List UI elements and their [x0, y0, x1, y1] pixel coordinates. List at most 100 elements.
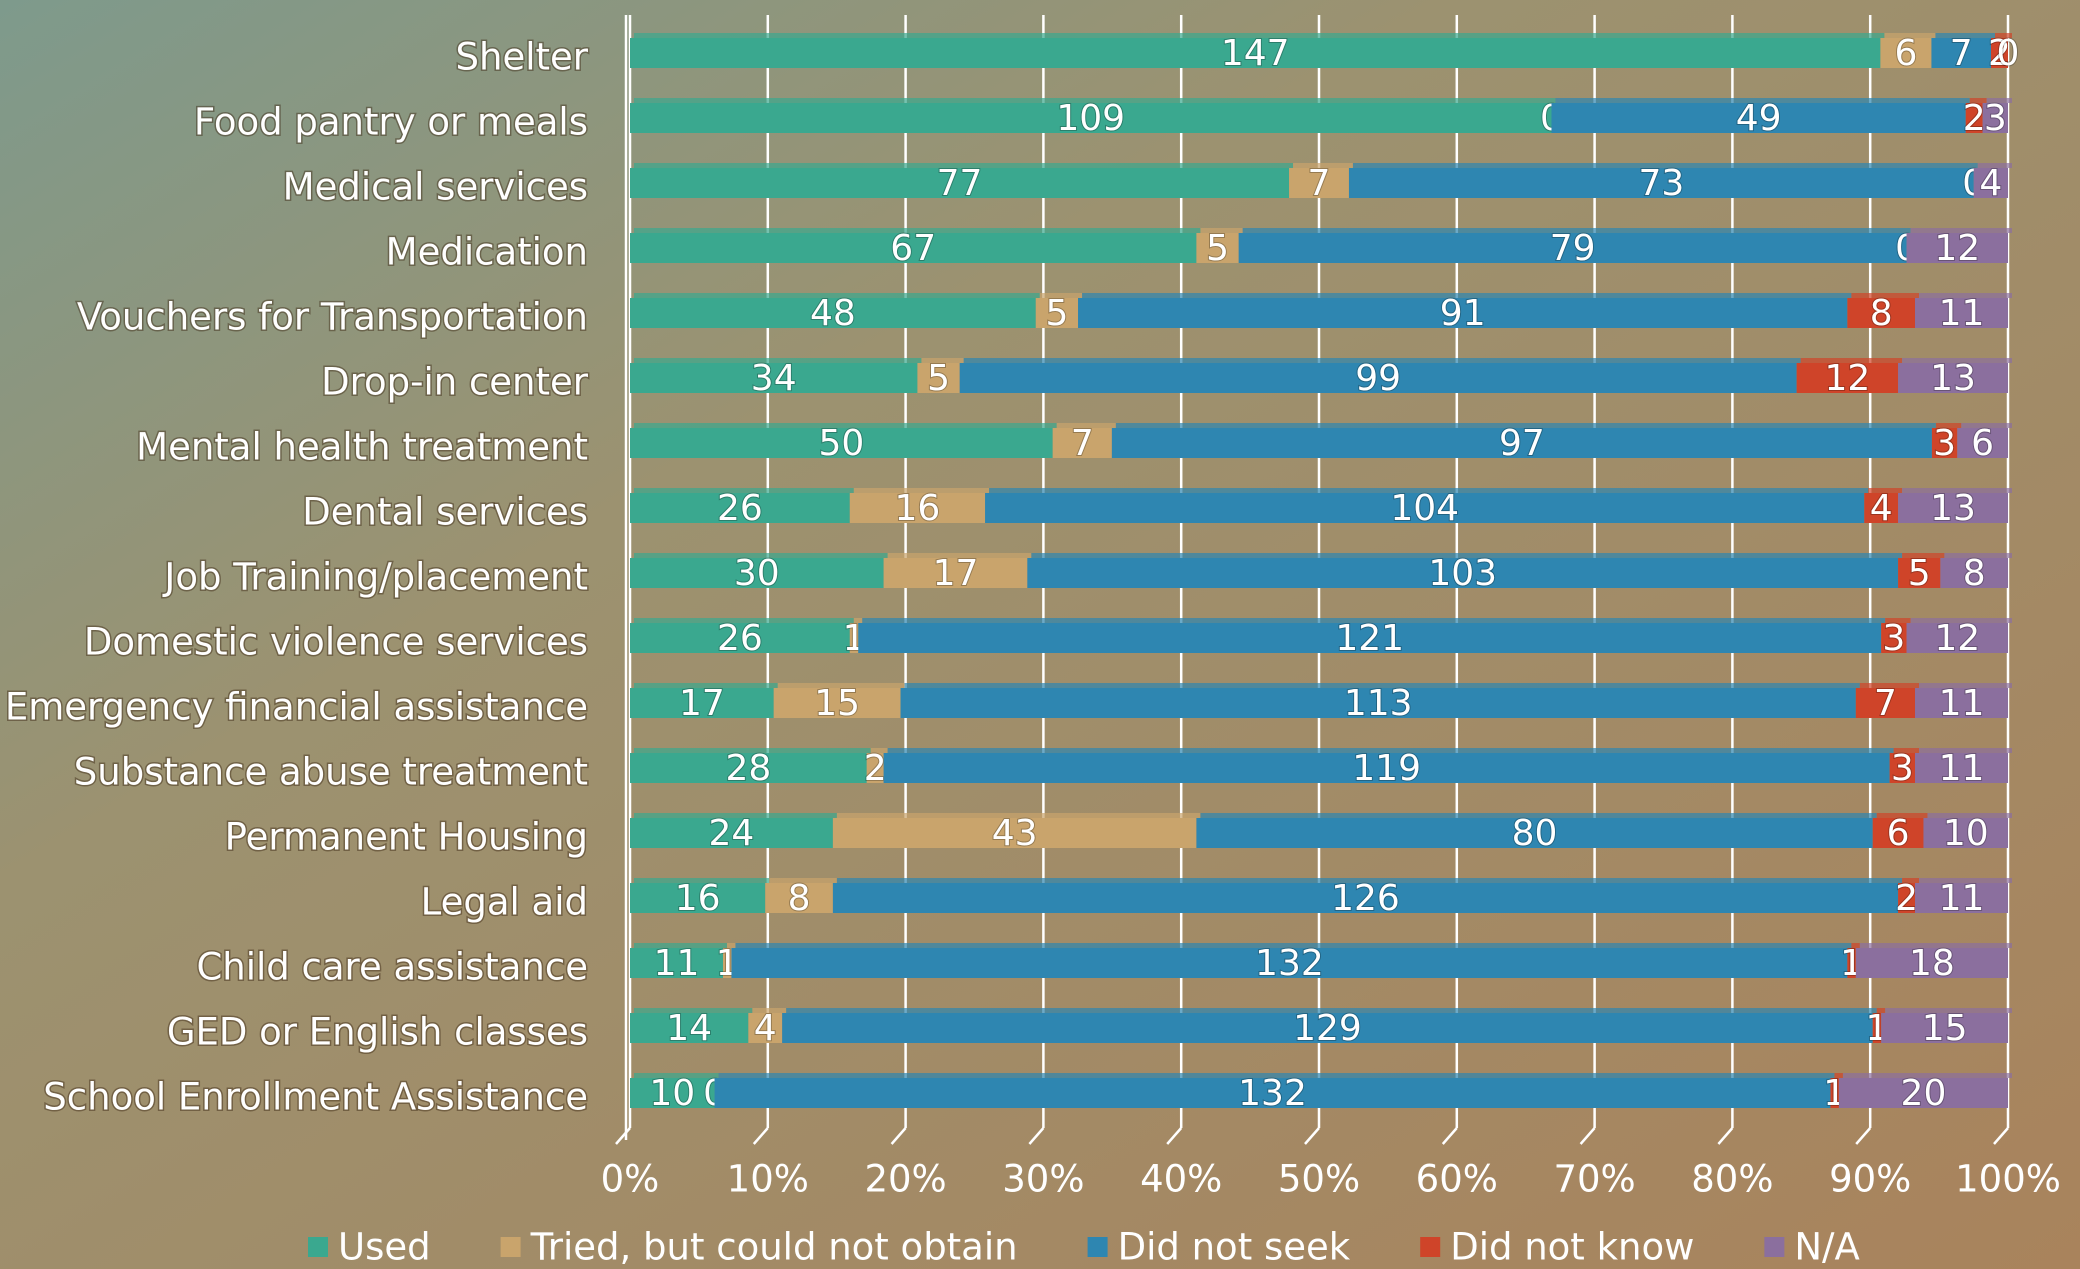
- data-label: 5: [1206, 228, 1229, 269]
- bar-segment: [1931, 38, 1991, 68]
- bar-segment: [630, 363, 918, 393]
- bar-top: [1842, 1073, 2012, 1078]
- category-label: Job Training/placement: [162, 556, 588, 599]
- bar-segment: [1906, 623, 2008, 653]
- data-label: 11: [1939, 748, 1985, 789]
- bar-top: [887, 553, 1032, 558]
- data-label: 12: [1934, 228, 1980, 269]
- tick-mark: [615, 1127, 631, 1145]
- bar-segment: [1855, 948, 2008, 978]
- bar-segment: [630, 1078, 715, 1108]
- data-label: 5: [927, 358, 950, 399]
- bar-top: [1555, 98, 1970, 103]
- bar-segment: [731, 948, 1848, 978]
- bar-top: [1039, 293, 1083, 298]
- bar-segment: [1864, 493, 1899, 523]
- bar-segment: [1289, 168, 1349, 198]
- bar-segment: [1027, 558, 1899, 588]
- data-label: 77: [937, 163, 983, 204]
- tick-mark: [890, 1127, 907, 1145]
- x-tick-label: 80%: [1691, 1158, 1773, 1201]
- data-label: 18: [1909, 943, 1955, 984]
- bar-segment: [1035, 298, 1079, 328]
- bar-segment: [630, 298, 1036, 328]
- legend-label: Did not seek: [1118, 1226, 1351, 1269]
- bar-top: [870, 748, 888, 753]
- bar-segment: [773, 688, 901, 718]
- bar-segment: [630, 428, 1053, 458]
- legend-swatch: [1420, 1237, 1441, 1257]
- category-label: Child care assistance: [196, 946, 588, 989]
- bar-segment: [1940, 558, 2008, 588]
- category-label: Mental health treatment: [136, 426, 588, 469]
- bar-top: [634, 33, 1885, 38]
- data-label: 4: [1979, 163, 2002, 204]
- category-label: Shelter: [456, 36, 589, 79]
- data-label: 6: [1971, 423, 1994, 464]
- bar-top: [1919, 293, 2012, 298]
- bar-top: [1851, 943, 1860, 948]
- bar-top: [1884, 33, 1936, 38]
- bar-segment: [1990, 38, 2008, 68]
- x-tick-label: 100%: [1955, 1158, 2061, 1201]
- bar-top: [1893, 748, 1920, 753]
- bar-top: [1927, 813, 2012, 818]
- bar-segment: [832, 818, 1197, 848]
- bar-segment: [1915, 298, 2008, 328]
- bar-segment: [832, 883, 1899, 913]
- bar-segment: [883, 753, 1890, 783]
- bar-top: [1200, 228, 1243, 233]
- data-label: 109: [1056, 98, 1125, 139]
- bar-top: [1056, 423, 1116, 428]
- bar-top: [752, 1008, 787, 1013]
- bar-segment: [1872, 818, 1924, 848]
- bar-segment: [1551, 103, 1966, 133]
- x-tick-label: 30%: [1002, 1158, 1084, 1201]
- data-label: 28: [725, 748, 771, 789]
- data-label: 17: [933, 553, 979, 594]
- data-label: 15: [814, 683, 860, 724]
- bar-top: [1919, 748, 2012, 753]
- data-label: 10: [1943, 813, 1989, 854]
- category-label: School Enrollment Assistance: [43, 1076, 588, 1119]
- bar-top: [1944, 553, 2012, 558]
- bar-segment: [1915, 753, 2008, 783]
- bar-top: [1935, 423, 1962, 428]
- category-label: Food pantry or meals: [194, 101, 588, 144]
- x-tick-label: 60%: [1416, 1158, 1498, 1201]
- bar-top: [786, 1008, 1877, 1013]
- bar-top: [1242, 228, 1911, 233]
- bar-top: [1200, 813, 1877, 818]
- bar-segment: [1838, 1078, 2008, 1108]
- legend-label: Tried, but could not obtain: [530, 1226, 1018, 1269]
- legend-swatch: [500, 1237, 521, 1257]
- bar-top: [1994, 33, 2012, 38]
- data-label: 34: [751, 358, 797, 399]
- bar-top: [634, 943, 727, 948]
- bar-top: [634, 98, 1556, 103]
- bar-segment: [1881, 623, 1907, 653]
- data-label: 26: [717, 488, 763, 529]
- bar-top: [634, 553, 888, 558]
- bar-segment: [1880, 38, 1932, 68]
- data-label: 11: [1939, 878, 1985, 919]
- data-label: 121: [1335, 618, 1404, 659]
- bar-segment: [1052, 428, 1112, 458]
- legend-label: N/A: [1794, 1226, 1859, 1269]
- bar-top: [1902, 358, 2012, 363]
- bar-top: [1935, 33, 1995, 38]
- x-tick-label: 50%: [1278, 1158, 1360, 1201]
- bar-segment: [630, 623, 850, 653]
- data-label: 103: [1428, 553, 1497, 594]
- x-tick-label: 40%: [1140, 1158, 1222, 1201]
- category-label: Emergency financial assistance: [5, 686, 588, 729]
- bar-segment: [1931, 428, 1958, 458]
- bar-top: [634, 488, 854, 493]
- bar-segment: [858, 623, 1882, 653]
- data-label: 48: [810, 293, 856, 334]
- bar-top: [1902, 488, 2012, 493]
- data-label: 104: [1390, 488, 1459, 529]
- data-label: 7: [1071, 423, 1094, 464]
- legend-swatch: [1087, 1237, 1108, 1257]
- bar-segment: [1898, 363, 2008, 393]
